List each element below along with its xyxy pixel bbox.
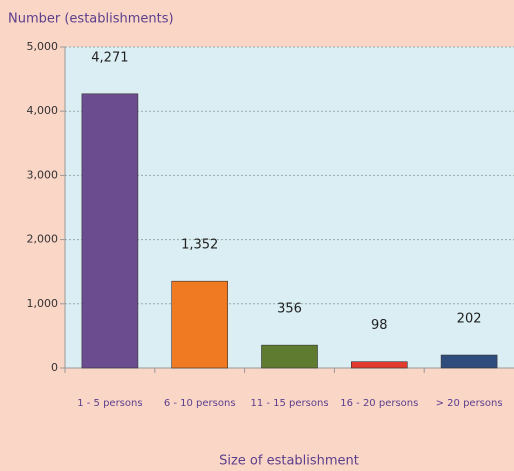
x-tick-label: 16 - 20 persons <box>340 398 419 409</box>
data-label: 356 <box>277 302 302 317</box>
x-tick-label: 11 - 15 persons <box>250 398 329 409</box>
bar <box>350 361 408 369</box>
y-tick-label: 1,000 <box>27 297 59 310</box>
bar <box>261 344 318 369</box>
y-tick-label: 5,000 <box>27 40 59 53</box>
x-axis-title: Size of establishment <box>219 454 359 469</box>
x-tick-label: > 20 persons <box>435 398 503 409</box>
bar <box>440 354 498 369</box>
data-label: 98 <box>371 318 388 333</box>
x-tick-label: 1 - 5 persons <box>77 398 143 409</box>
y-tick-label: 2,000 <box>27 233 59 246</box>
data-label: 1,352 <box>181 238 218 253</box>
y-axis-title: Number (establishments) <box>8 12 174 27</box>
y-tick-label: 4,000 <box>27 104 59 117</box>
plot-area <box>65 47 514 368</box>
y-tick-label: 3,000 <box>27 168 59 181</box>
data-label: 202 <box>457 312 482 327</box>
bar <box>81 93 139 369</box>
x-tick-label: 6 - 10 persons <box>163 398 236 409</box>
data-label: 4,271 <box>91 50 128 65</box>
bar <box>171 280 228 369</box>
y-tick-label: 0 <box>51 361 58 374</box>
